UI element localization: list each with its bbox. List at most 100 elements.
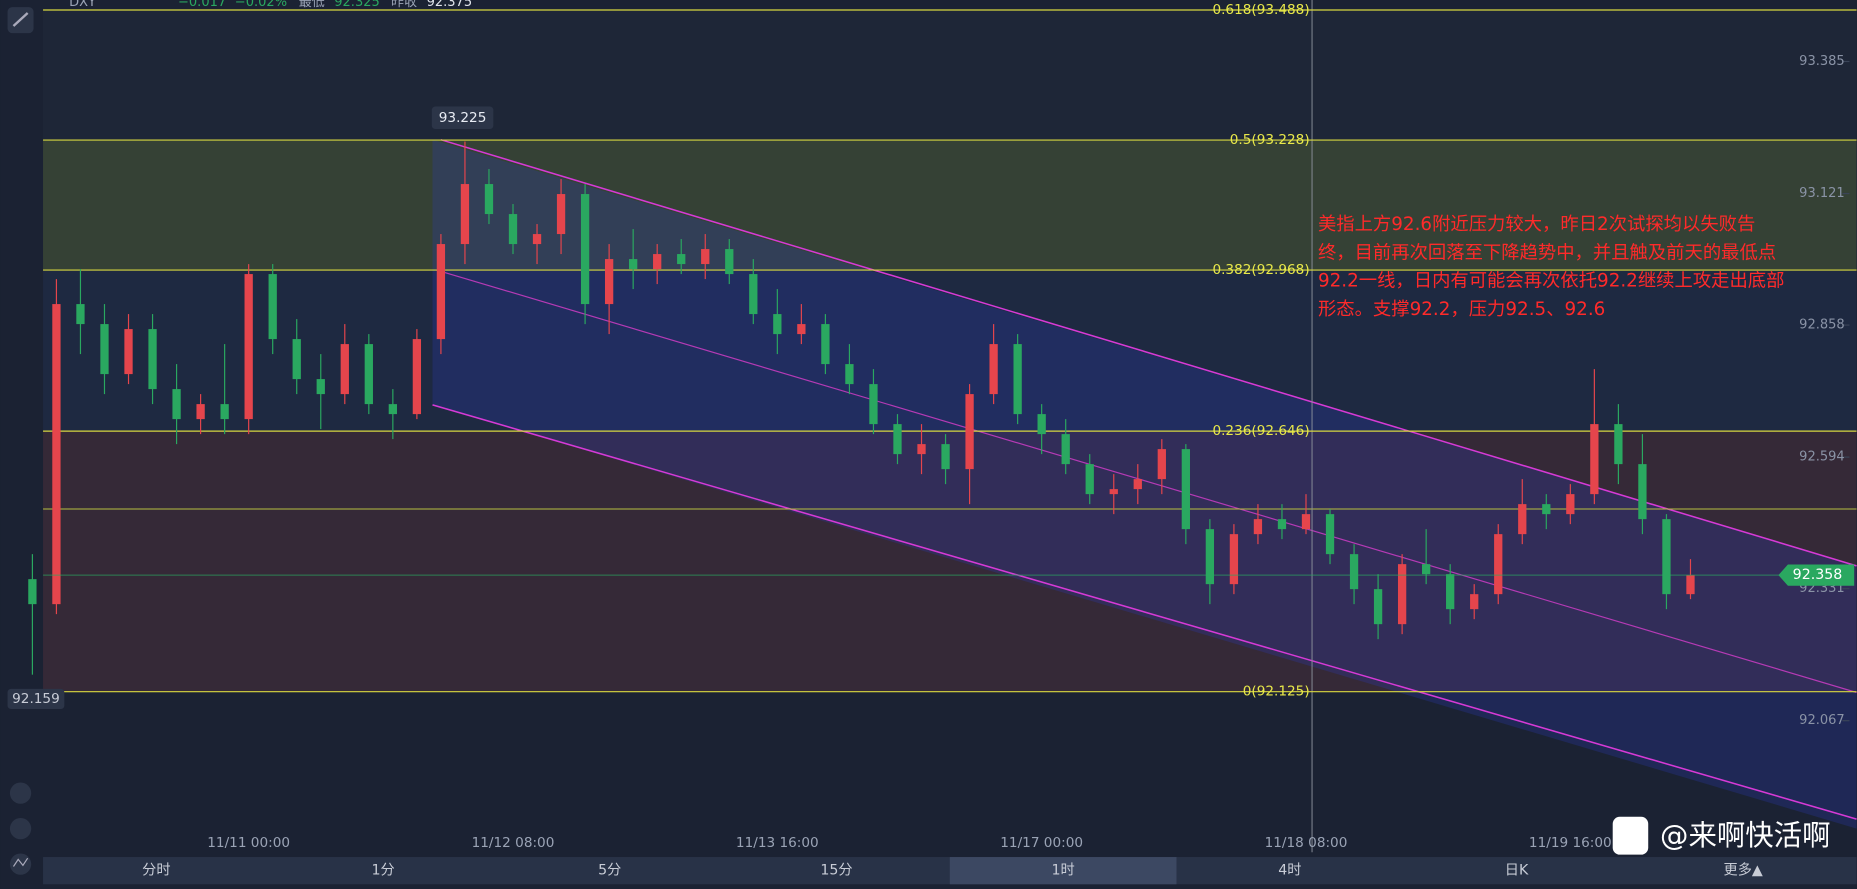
fib-bands [43, 10, 1857, 692]
candle-body [653, 254, 662, 270]
candle-body [28, 579, 37, 605]
candle-body [412, 339, 422, 415]
symbol: DXY [69, 0, 96, 10]
tab[interactable]: 1分 [371, 863, 394, 879]
y-tick-label: 93.121 [1799, 186, 1845, 201]
candle-body [725, 249, 734, 275]
candle-body [845, 364, 854, 385]
candle-body [1277, 519, 1287, 530]
y-tick-label: 92.858 [1799, 318, 1845, 333]
tool-button[interactable] [9, 853, 32, 875]
tool-icon [12, 857, 29, 867]
candle-body [821, 324, 830, 365]
low-label: 最低 [299, 0, 325, 10]
fib-label: 0.5(93.228) [1230, 132, 1310, 148]
last-price: 92.358 [1793, 567, 1843, 583]
candle-body [556, 194, 566, 235]
fib-label: 0.236(92.646) [1212, 423, 1309, 439]
candle-body [1446, 574, 1455, 610]
candle-body [1349, 554, 1359, 590]
candle-body [1205, 529, 1215, 585]
x-tick-label: 11/11 00:00 [207, 835, 290, 851]
candle-body [52, 304, 61, 605]
candle-body [1590, 424, 1599, 495]
x-tick-label: 11/17 00:00 [1000, 835, 1083, 851]
min-label: 92.159 [12, 691, 60, 707]
candle-body [1422, 564, 1431, 575]
prev-close-label: 昨收 [391, 0, 417, 10]
tab[interactable]: 15分 [820, 863, 852, 879]
candle-body [172, 389, 181, 420]
tab[interactable]: 分时 [142, 863, 170, 879]
x-tick-label: 11/13 16:00 [736, 835, 819, 851]
low: 92.325 [334, 0, 380, 10]
annotation-line: 美指上方92.6附近压力较大，昨日2次试探均以失败告 [1318, 214, 1755, 235]
fib-band [43, 140, 1857, 271]
candle-body [1542, 504, 1551, 515]
fib-band [43, 10, 1857, 141]
fib-label: 0(92.125) [1243, 684, 1310, 700]
fib-label: 0.382(92.968) [1212, 262, 1309, 278]
candle-body [364, 344, 373, 405]
candle-body [124, 329, 133, 375]
left-toolbar [7, 7, 34, 875]
candle-body [1229, 534, 1239, 585]
tab-selected [949, 857, 1177, 885]
tab[interactable]: 日K [1505, 863, 1529, 879]
fib-label: 0.618(93.488) [1212, 2, 1309, 18]
candle-body [989, 344, 998, 395]
candle-body [532, 234, 542, 245]
candle-body [1181, 449, 1190, 530]
candle-body [677, 254, 686, 265]
candle-body [220, 404, 229, 420]
candle-body [773, 314, 782, 335]
watermark-logo [1612, 816, 1649, 855]
candle-body [1373, 589, 1383, 625]
candle-body [1470, 594, 1479, 610]
candle-body [1325, 514, 1335, 555]
candle-body [1662, 519, 1671, 595]
candle-body [701, 249, 710, 265]
candle-body [1686, 575, 1695, 595]
tool-button[interactable] [9, 817, 32, 840]
max-label: 93.225 [439, 110, 487, 126]
tab[interactable]: 5分 [598, 863, 621, 879]
channel-mid [435, 269, 1857, 694]
x-tick-label: 11/19 16:00 [1529, 835, 1612, 851]
channel-bottom [432, 404, 1857, 820]
candle-body [1109, 489, 1118, 495]
prev-close: 92.375 [427, 0, 473, 10]
candle-body [100, 324, 109, 375]
candle-body [460, 184, 470, 245]
tool-button[interactable] [9, 782, 32, 804]
tab[interactable]: 4时 [1278, 863, 1301, 879]
x-tick-label: 11/12 08:00 [472, 835, 555, 851]
candle-body [1614, 424, 1623, 465]
candle-body [388, 404, 397, 415]
candle-body [436, 244, 446, 340]
candle-body [244, 274, 253, 420]
candle-body [1566, 494, 1575, 515]
candle-body [604, 259, 614, 305]
candle-body [893, 424, 902, 455]
candle-body [1061, 434, 1070, 465]
y-tick-label: 92.067 [1799, 713, 1845, 728]
channel-top [440, 138, 1857, 567]
candle-body [268, 274, 277, 340]
tool-icon [12, 12, 29, 27]
candle-body [292, 339, 301, 380]
change-pct: −0.02% [235, 0, 287, 10]
candle-body [941, 444, 950, 470]
candle-body [965, 394, 974, 470]
tab[interactable]: 更多▲ [1724, 862, 1763, 879]
header: DXY −0.017 −0.02% 最低 92.325 昨收 92.375 [69, 0, 472, 10]
candle-body [869, 384, 878, 425]
candle-body [1157, 449, 1166, 480]
tab[interactable]: 1时 [1052, 863, 1075, 879]
candle-body [1133, 479, 1142, 490]
candle-body [629, 259, 638, 270]
y-tick-label: 93.385 [1799, 54, 1845, 69]
candle-body [1397, 564, 1407, 625]
